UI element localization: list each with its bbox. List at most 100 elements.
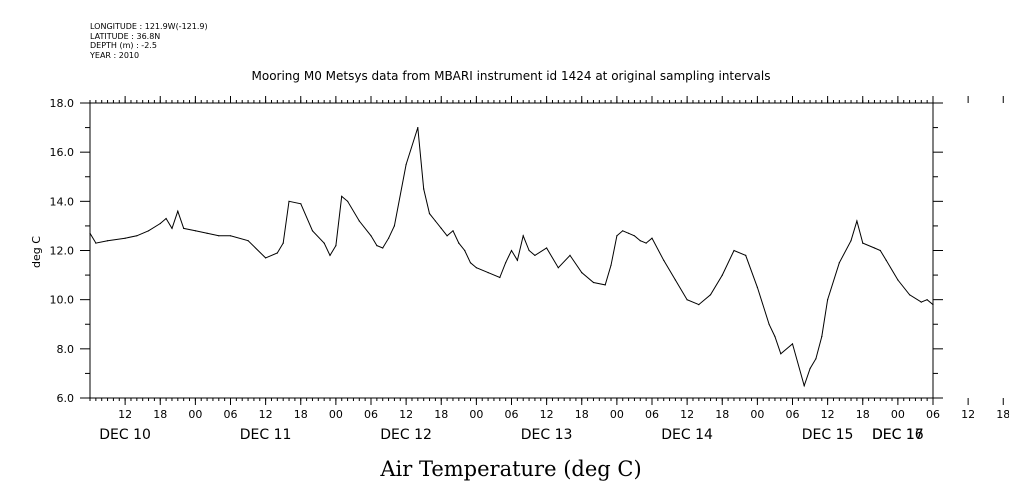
y-tick-label: 8.0 (57, 343, 75, 356)
data-point (89, 232, 91, 234)
x-hour-label: 00 (891, 408, 905, 421)
data-point (107, 240, 109, 242)
data-point (147, 230, 150, 232)
data-point (926, 299, 928, 301)
longitude-label: LONGITUDE : 121.9W(-121.9) (90, 22, 208, 31)
x-hour-label: 18 (434, 408, 448, 421)
data-point (516, 259, 519, 261)
x-axis-label: Air Temperature (deg C) (379, 457, 641, 481)
data-point (821, 335, 823, 338)
data-point (393, 225, 395, 227)
data-point (651, 237, 653, 239)
data-point (499, 276, 501, 279)
data-point (628, 232, 630, 234)
x-hour-label: 18 (856, 408, 870, 421)
year-label: YEAR : 2010 (90, 50, 140, 60)
x-day-label: DEC 17 (872, 427, 924, 443)
data-point (428, 213, 431, 215)
data-point (423, 188, 425, 190)
chart-title: Mooring M0 Metsys data from MBARI instru… (252, 69, 771, 83)
data-point (663, 259, 665, 261)
data-point (311, 230, 314, 232)
x-hour-label: 06 (364, 408, 378, 421)
data-point (159, 222, 161, 225)
data-point (358, 220, 360, 222)
data-point (850, 240, 852, 242)
data-point (475, 267, 477, 269)
data-point (434, 220, 436, 222)
y-tick-label: 6.0 (57, 392, 75, 405)
data-point (282, 242, 284, 244)
x-day-label: DEC 16 (872, 427, 924, 443)
data-point (780, 353, 782, 355)
data-point (194, 230, 196, 232)
x-hour-label: 12 (118, 408, 132, 421)
data-point (522, 235, 524, 237)
data-point (95, 242, 97, 244)
x-day-label: DEC 13 (521, 427, 573, 443)
data-point (265, 257, 267, 259)
data-point (347, 200, 349, 202)
data-point (862, 242, 864, 244)
x-hour-label: 18 (153, 408, 167, 421)
series-line (89, 127, 934, 388)
data-point (885, 259, 887, 261)
data-point (136, 235, 138, 237)
data-point (809, 367, 811, 370)
data-point (370, 235, 372, 237)
data-point (709, 294, 712, 296)
data-point (557, 267, 559, 269)
x-hour-label: 06 (645, 408, 659, 421)
data-point (674, 279, 677, 281)
data-point (405, 163, 407, 166)
x-day-label: DEC 12 (380, 427, 432, 443)
data-point (803, 385, 805, 387)
x-hour-label: 06 (224, 408, 238, 421)
data-point (745, 254, 747, 256)
data-point (329, 254, 331, 256)
data-point (229, 235, 232, 237)
data-point (639, 240, 641, 242)
x-day-label: DEC 15 (802, 427, 854, 443)
data-point (183, 227, 185, 229)
series-group (89, 127, 934, 388)
x-hour-label: 12 (680, 408, 694, 421)
data-point (768, 323, 770, 325)
data-point (417, 127, 419, 129)
y-tick-label: 10.0 (50, 294, 75, 307)
data-point (323, 242, 325, 244)
data-point (581, 272, 583, 274)
data-point (300, 203, 302, 205)
y-axis-label: deg C (30, 236, 43, 268)
data-point (458, 242, 460, 244)
x-hour-label: 12 (540, 408, 554, 421)
data-point (446, 235, 448, 237)
x-hour-label: 18 (575, 408, 589, 421)
data-point (534, 254, 536, 256)
data-point (774, 335, 776, 338)
x-hour-label: 12 (821, 408, 835, 421)
data-point (452, 230, 454, 232)
x-hour-label: 00 (469, 408, 483, 421)
data-point (440, 227, 442, 229)
y-tick-label: 14.0 (50, 195, 75, 208)
x-hour-label: 06 (505, 408, 519, 421)
data-point (335, 245, 337, 247)
data-point (124, 237, 126, 239)
data-point (756, 286, 759, 288)
x-hour-label: 12 (399, 408, 413, 421)
data-point (909, 294, 911, 296)
data-point (932, 304, 934, 306)
data-point (856, 220, 858, 222)
x-hour-label: 00 (750, 408, 764, 421)
latitude-label: LATITUDE : 36.8N (90, 31, 161, 41)
data-point (505, 262, 507, 264)
data-point (218, 235, 220, 237)
x-hour-label: 00 (610, 408, 624, 421)
x-hour-label: 06 (786, 408, 800, 421)
data-point (827, 299, 829, 301)
data-point (897, 279, 899, 281)
data-point (171, 227, 173, 229)
data-point (510, 249, 513, 252)
